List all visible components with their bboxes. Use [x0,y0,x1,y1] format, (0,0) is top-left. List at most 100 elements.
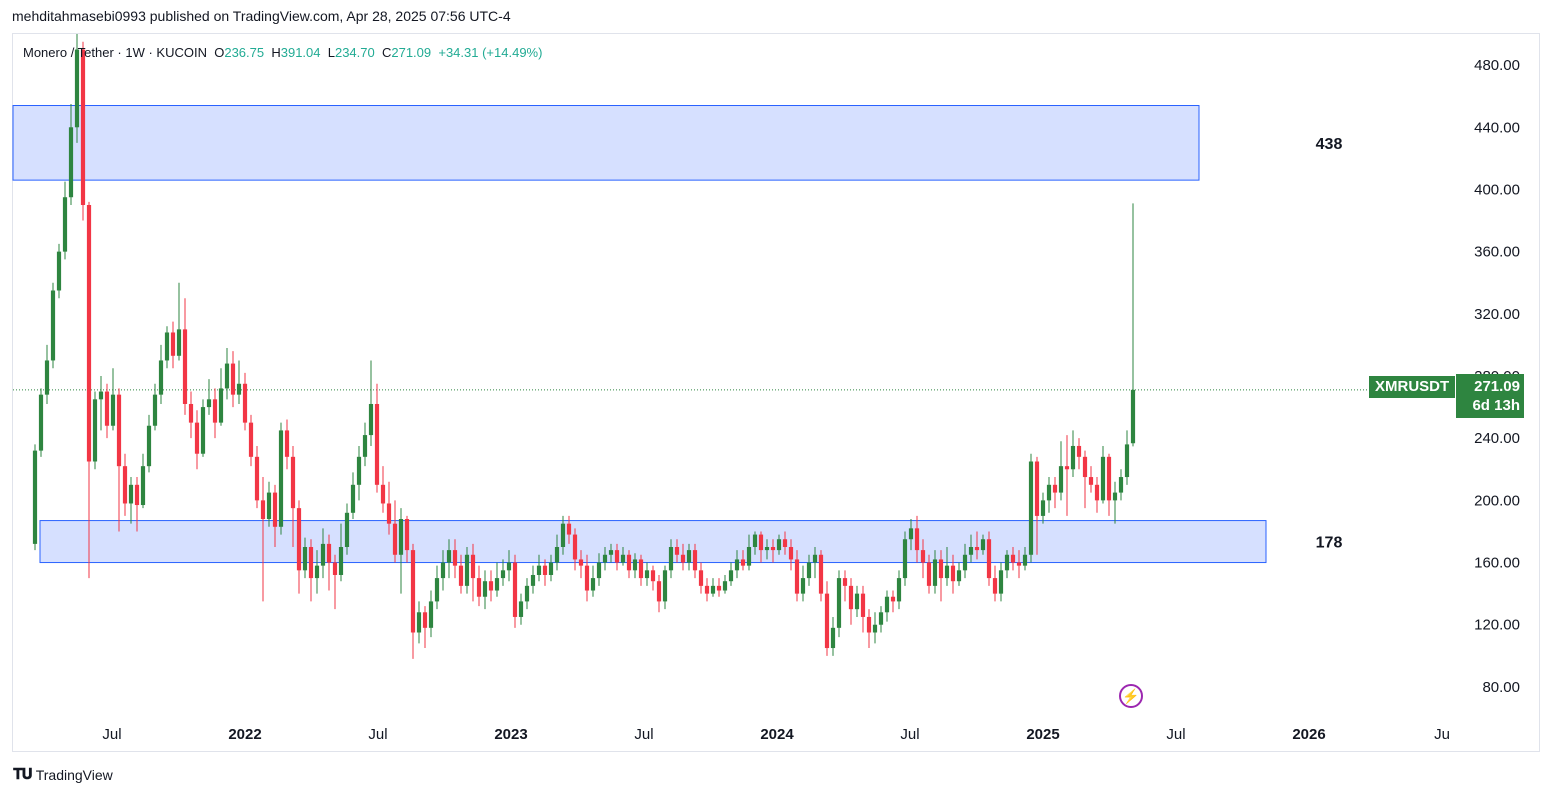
candle-body [188,403,194,423]
close-label: C [381,45,392,60]
candle-body [50,290,56,361]
x-tick-label: Jul [900,726,919,743]
candle-body [902,539,908,579]
candle-body [512,562,518,617]
candle-body [128,484,134,504]
candle-body [1124,444,1130,478]
symbol-tag: XMRUSDT [1369,376,1456,398]
candle-body [116,394,122,467]
candle-body [830,627,836,649]
candle-body [872,624,878,633]
zone-box-178 [39,520,1267,564]
candle-body [146,425,152,467]
candle-body [392,523,398,555]
candle-body [680,554,686,563]
change-value: +34.31 (+14.49%) [438,45,543,60]
y-tick-label: 80.00 [1482,679,1520,696]
candle-body [86,205,92,462]
candle-body [956,570,962,582]
y-tick-label: 240.00 [1474,430,1520,447]
candle-body [668,547,674,571]
candle-body [68,127,74,198]
candle-body [122,466,128,504]
last-price-tag: 271.09 6d 13h [1456,374,1524,418]
chart-frame[interactable] [12,33,1540,752]
candle-body [224,363,230,389]
candle-body [428,601,434,628]
candle-body [608,550,614,555]
candle-body [440,562,446,579]
candle-body [1070,445,1076,470]
y-tick-label: 400.00 [1474,181,1520,198]
candle-body [776,539,782,551]
candle-body [488,581,494,591]
zone-label-438: 438 [1316,136,1343,153]
candle-body [836,578,842,628]
close-value: 271.09 [391,45,432,60]
candle-body [536,565,542,575]
candle-body [698,570,704,586]
candle-body [602,554,608,563]
candle-body [962,554,968,571]
candle-body [182,329,188,404]
zones-layer: 438 178 [12,105,1452,564]
candle-body [968,547,974,555]
candle-body [362,435,368,457]
symbol-title: Monero / Tether · 1W · KUCOIN [23,45,207,60]
y-tick-label: 200.00 [1474,492,1520,509]
candle-body [770,547,776,551]
candle-body [824,593,830,649]
x-tick-label: Ju [1434,726,1450,743]
candle-body [464,554,470,586]
candle-body [152,394,158,426]
candle-body [746,547,752,566]
candle-body [620,554,626,563]
candle-body [614,550,620,563]
x-tick-label: 2024 [760,726,794,743]
candle-body [1118,477,1124,493]
candle-body [332,562,338,575]
candle-body [632,559,638,571]
candle-body [248,422,254,457]
open-label: O [214,45,225,60]
candle-body [446,550,452,563]
candle-body [470,554,476,579]
candle-body [74,49,80,128]
lightning-bolt-icon[interactable]: ⚡ [1119,684,1143,708]
candle-body [194,422,200,454]
candle-body [554,547,560,563]
candle-body [1010,554,1016,563]
candle-body [134,484,140,506]
candle-body [110,394,116,426]
candle-body [848,585,854,610]
candle-body [218,388,224,423]
candle-body [986,539,992,579]
candle-body [908,528,914,540]
candle-body [506,562,512,571]
candle-body [302,547,308,571]
x-axis: Jul 2022 Jul 2023 Jul 2024 Jul 2025 Jul 2026 Ju [102,726,1450,743]
candle-body [1082,456,1088,478]
candle-body [350,484,356,513]
y-axis: 480.00440.00400.00360.00320.00280.00240.… [1474,57,1520,696]
candle-body [992,578,998,594]
candle-body [578,559,584,566]
candle-body [38,394,44,451]
footer-branding[interactable]: 𝐓𝐔 TradingView [13,766,113,783]
zone-label-178: 178 [1316,535,1343,552]
candle-body [1106,456,1112,501]
candle-body [950,565,956,582]
candle-body [458,565,464,586]
candle-body [1112,492,1118,501]
candle-body [1076,445,1082,457]
candle-body [920,550,926,563]
candle-body [296,508,302,571]
candle-body [794,559,800,594]
candle-body [884,596,890,613]
x-tick-label: 2022 [228,726,261,743]
candle-body [98,391,104,400]
candle-body [800,578,806,594]
y-tick-label: 440.00 [1474,119,1520,136]
candle-body [254,456,260,501]
